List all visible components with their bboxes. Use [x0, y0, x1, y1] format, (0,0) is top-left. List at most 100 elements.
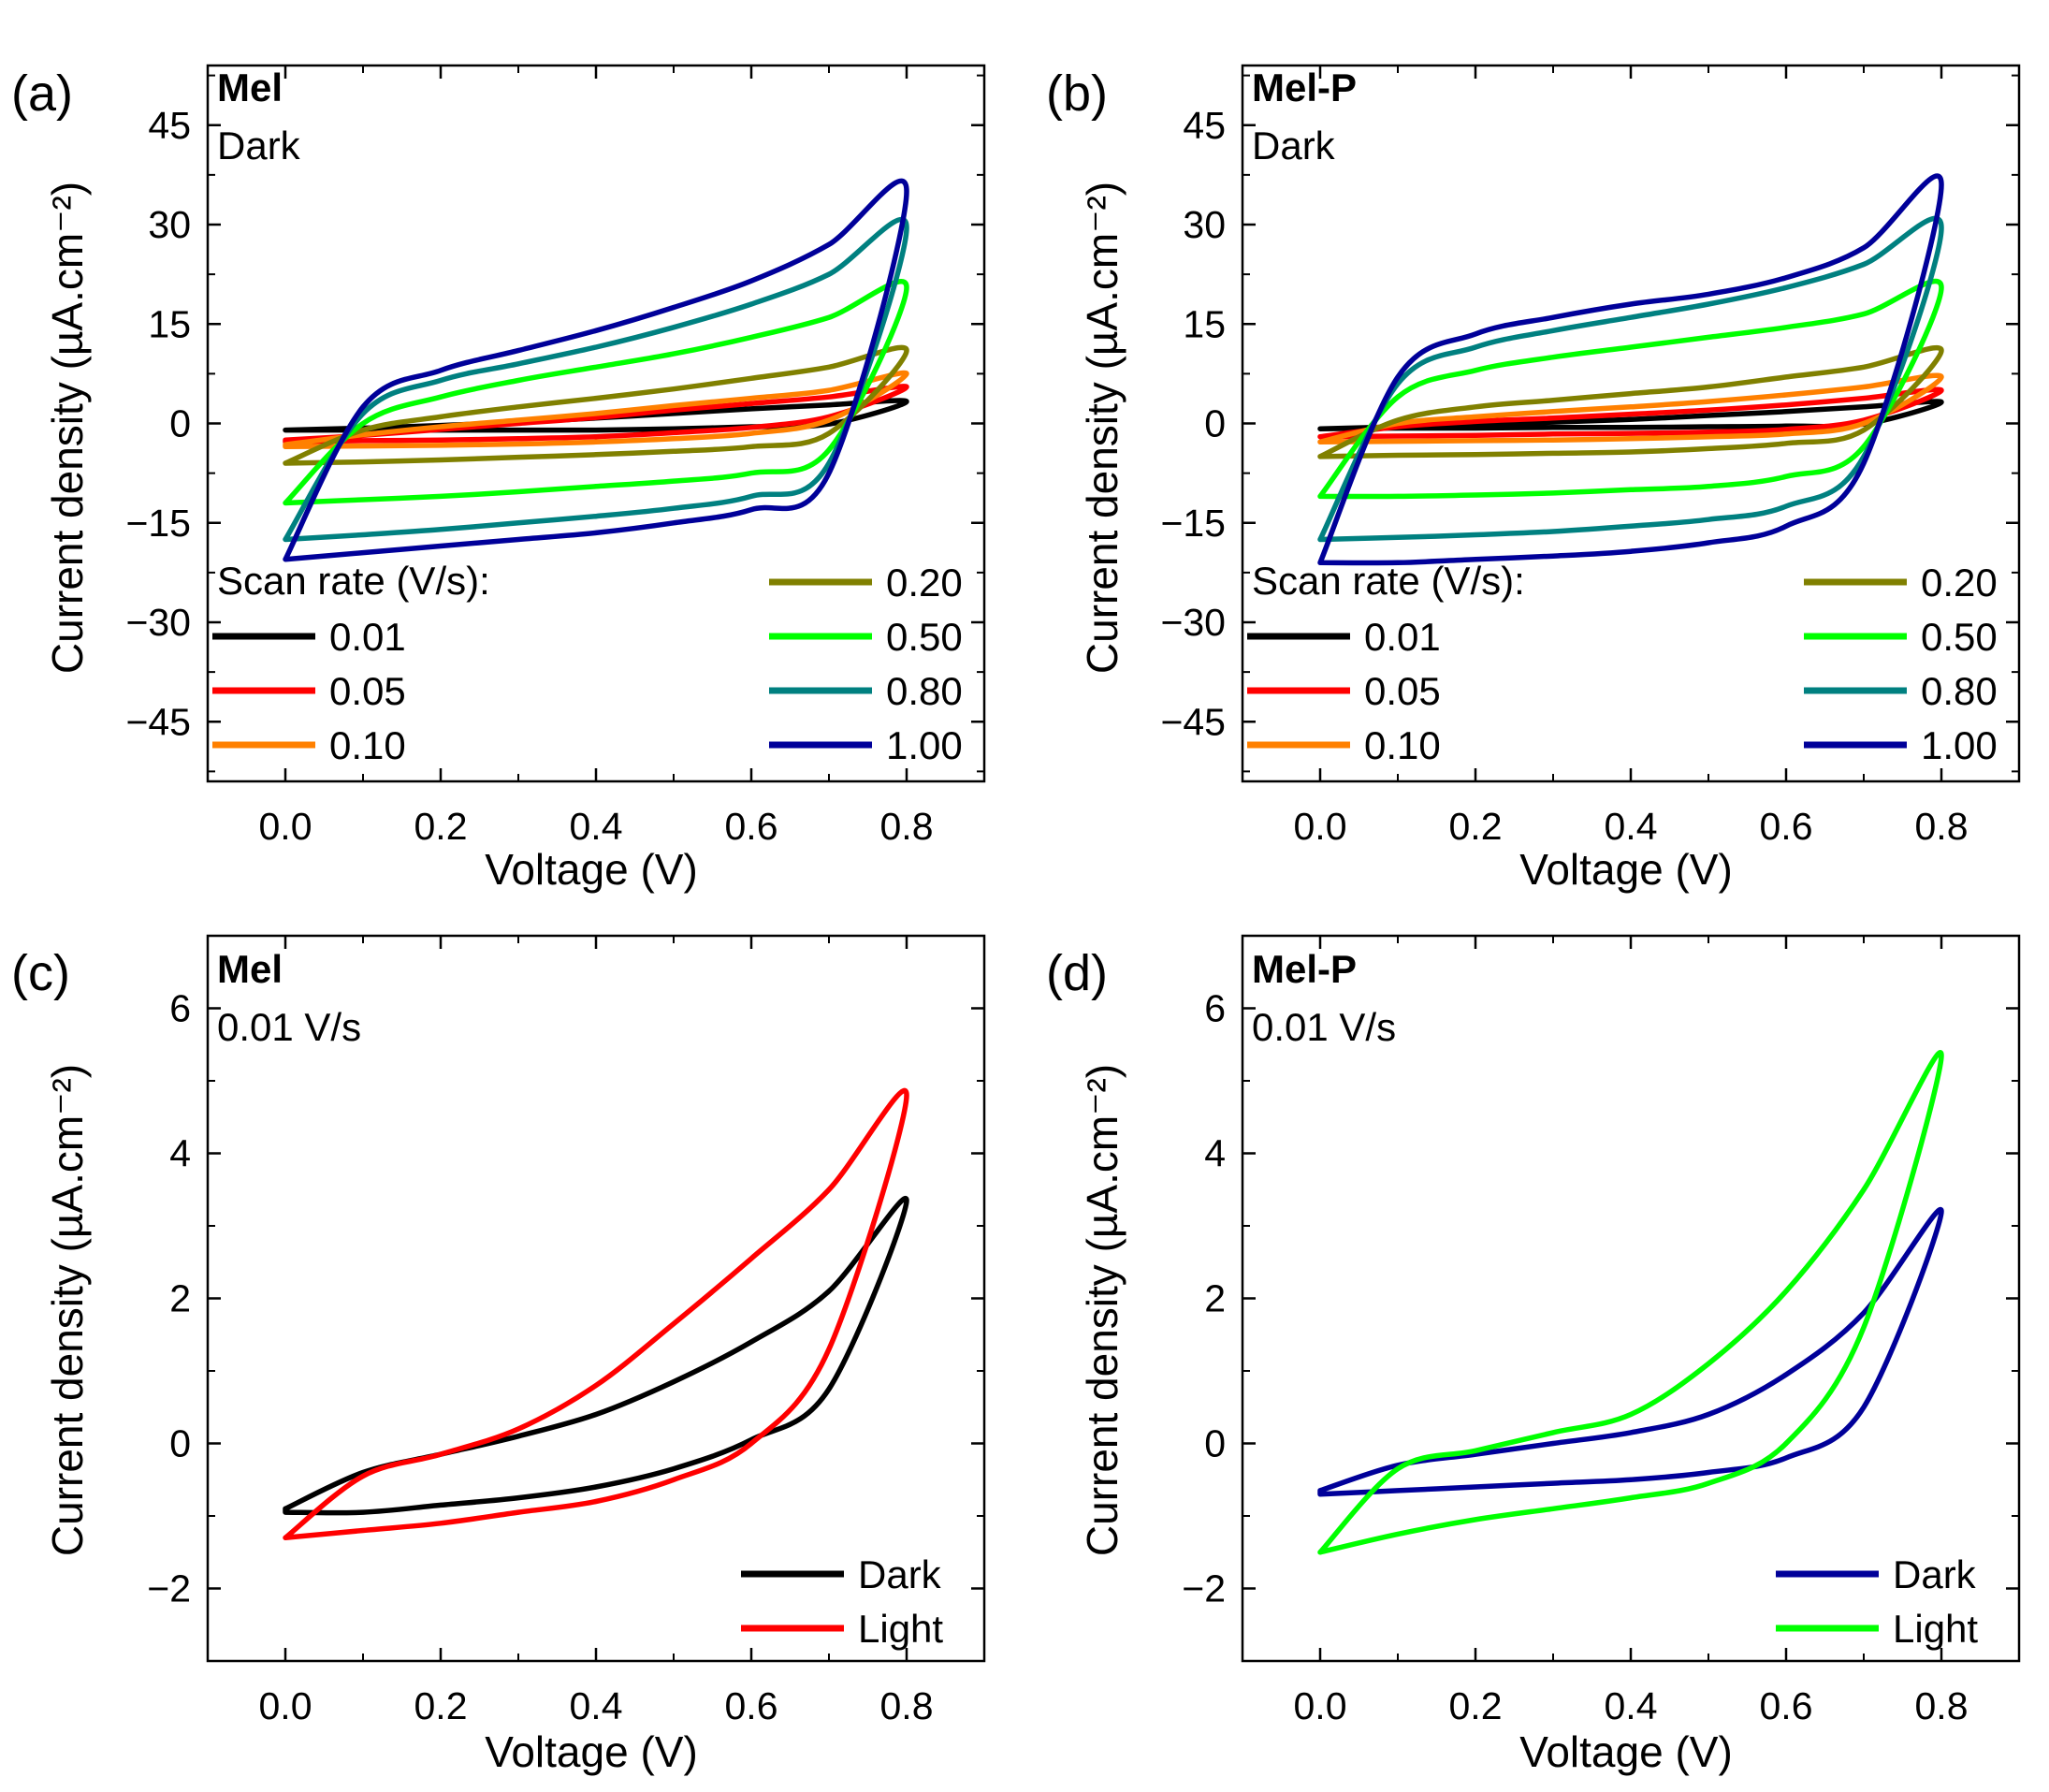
panel-d: (d) Mel-P 0.01 V/s Voltage (V) Current d… [1046, 934, 2021, 1776]
series-line-0.01 [1317, 399, 1944, 431]
y-tick-label: 0 [1204, 1422, 1226, 1465]
panel-b: (b) Mel-P Dark Voltage (V) Current densi… [1046, 64, 2021, 894]
y-tick-label: −2 [147, 1567, 191, 1610]
y-axis-label: Current density (µA.cm⁻²) [1078, 182, 1126, 674]
legend-label: 1.00 [886, 723, 963, 767]
x-tick-label: 0.6 [1760, 1684, 1813, 1727]
y-tick-label: 45 [148, 104, 191, 147]
x-tick-label: 0.2 [414, 1684, 468, 1727]
x-axis-label: Voltage (V) [485, 1727, 698, 1776]
panel-c: (c) Mel 0.01 V/s Voltage (V) Current den… [11, 934, 986, 1776]
x-tick-label: 0.8 [880, 805, 934, 848]
x-tick-label: 0.4 [1605, 1684, 1658, 1727]
series-line-0.80 [1317, 215, 1944, 543]
x-tick-label: 0.6 [725, 805, 778, 848]
x-axis-label: Voltage (V) [1519, 845, 1733, 894]
series-line-Light [1317, 1050, 1944, 1555]
y-tick-label: 4 [1204, 1132, 1226, 1175]
series-line-0.20 [1317, 344, 1944, 459]
panel-title: Mel [217, 66, 283, 109]
panel-condition: 0.01 V/s [1252, 1005, 1396, 1049]
legend-label: 0.50 [886, 615, 963, 659]
panel-title: Mel [217, 947, 283, 991]
y-tick-label: −15 [1160, 502, 1226, 545]
panel-label: (d) [1046, 945, 1108, 1001]
y-tick-label: −2 [1182, 1567, 1226, 1610]
legend-title: Scan rate (V/s): [217, 559, 490, 603]
y-axis-label: Current density (µA.cm⁻²) [43, 1064, 92, 1556]
series-line-1.00 [1317, 173, 1944, 566]
x-tick-label: 0.8 [1915, 805, 1969, 848]
legend-label: 1.00 [1921, 723, 1998, 767]
panel-condition: Dark [1252, 124, 1336, 168]
series-line-0.05 [1317, 386, 1944, 440]
legend-label: Light [858, 1607, 943, 1651]
series-line-0.50 [1317, 278, 1944, 500]
y-tick-label: −45 [1160, 700, 1226, 743]
legend-label: 0.80 [1921, 669, 1998, 713]
panel-title: Mel-P [1252, 947, 1357, 991]
legend-label: 0.80 [886, 669, 963, 713]
panel-label: (a) [11, 66, 73, 122]
y-tick-label: −30 [1160, 601, 1226, 644]
y-tick-label: 4 [169, 1132, 191, 1175]
legend-label: 0.10 [1364, 723, 1441, 767]
x-tick-label: 0.8 [880, 1684, 934, 1727]
y-tick-label: 2 [1204, 1277, 1226, 1320]
x-tick-label: 0.2 [1449, 805, 1503, 848]
series-line-0.10 [283, 370, 909, 450]
legend-label: 0.20 [886, 561, 963, 605]
y-tick-label: 6 [169, 987, 191, 1030]
y-tick-label: 45 [1183, 104, 1226, 147]
x-tick-label: 0.4 [1605, 805, 1658, 848]
legend-label: 0.01 [329, 615, 406, 659]
y-tick-label: 15 [148, 302, 191, 345]
x-tick-label: 0.4 [570, 1684, 623, 1727]
x-tick-label: 0.0 [1294, 805, 1347, 848]
legend-title: Scan rate (V/s): [1252, 559, 1525, 603]
y-tick-label: 0 [169, 402, 191, 445]
x-tick-label: 0.6 [1760, 805, 1813, 848]
x-tick-label: 0.2 [1449, 1684, 1503, 1727]
series-line-0.05 [283, 384, 909, 445]
series-line-1.00 [283, 178, 909, 562]
x-tick-label: 0.0 [259, 1684, 312, 1727]
x-tick-label: 0.6 [725, 1684, 778, 1727]
legend-label: Light [1893, 1607, 1978, 1651]
y-axis-label: Current density (µA.cm⁻²) [1078, 1064, 1126, 1556]
x-axis-label: Voltage (V) [485, 845, 698, 894]
legend-label: 0.50 [1921, 615, 1998, 659]
series-line-Dark [1317, 1206, 1944, 1497]
panel-condition: 0.01 V/s [217, 1005, 361, 1049]
x-tick-label: 0.0 [259, 805, 312, 848]
x-tick-label: 0.0 [1294, 1684, 1347, 1727]
series-line-0.20 [283, 344, 909, 466]
x-tick-label: 0.4 [570, 805, 623, 848]
legend-label: Dark [858, 1552, 942, 1596]
y-tick-label: −45 [125, 700, 191, 743]
series-line-0.50 [283, 279, 909, 506]
legend-label: 0.05 [1364, 669, 1441, 713]
y-tick-label: 30 [1183, 203, 1226, 246]
series-line-Dark [283, 1195, 909, 1516]
y-tick-label: 15 [1183, 302, 1226, 345]
series-line-Light [283, 1087, 909, 1541]
y-tick-label: 6 [1204, 987, 1226, 1030]
y-tick-label: 2 [169, 1277, 191, 1320]
legend-label: 0.05 [329, 669, 406, 713]
x-tick-label: 0.2 [414, 805, 468, 848]
legend-label: 0.20 [1921, 561, 1998, 605]
panel-label: (b) [1046, 66, 1108, 122]
panel-a: (a) Mel Dark Voltage (V) Current density… [11, 64, 986, 894]
y-axis-label: Current density (µA.cm⁻²) [43, 182, 92, 674]
y-tick-label: −30 [125, 601, 191, 644]
legend-label: 0.01 [1364, 615, 1441, 659]
panel-label: (c) [11, 945, 70, 1001]
x-axis-label: Voltage (V) [1519, 1727, 1733, 1776]
y-tick-label: 0 [1204, 402, 1226, 445]
panel-condition: Dark [217, 124, 301, 168]
y-tick-label: 30 [148, 203, 191, 246]
legend-label: 0.10 [329, 723, 406, 767]
legend-label: Dark [1893, 1552, 1977, 1596]
y-tick-label: −15 [125, 502, 191, 545]
